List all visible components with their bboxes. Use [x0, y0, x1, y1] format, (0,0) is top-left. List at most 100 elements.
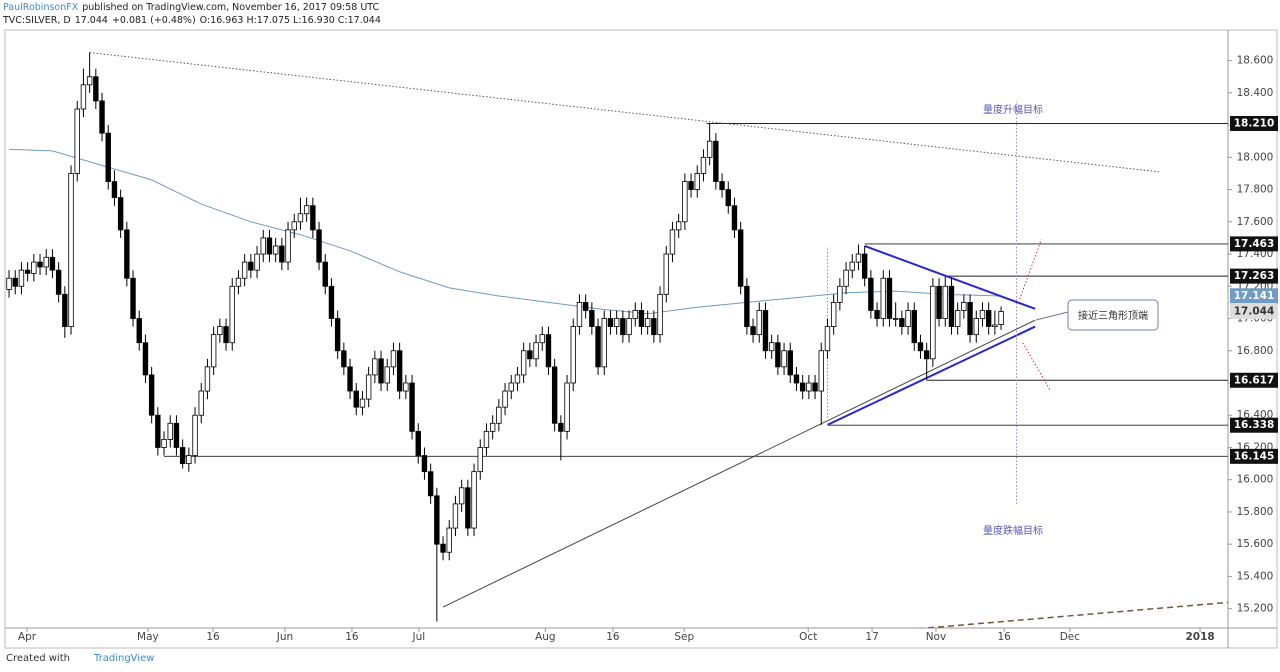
candle-body: [192, 414, 198, 456]
x-tick-label: 16: [606, 631, 620, 643]
candle-body: [471, 471, 477, 529]
candle-body: [936, 285, 942, 319]
candle-body: [874, 310, 880, 319]
candle-body: [700, 156, 707, 174]
candle-body: [198, 390, 204, 416]
symbol: TVC:SILVER, D: [3, 15, 71, 26]
candle-body: [620, 318, 626, 336]
callout-box: [1067, 299, 1159, 331]
candle-body: [868, 277, 874, 311]
trend-line: [827, 325, 1036, 426]
candle-body: [998, 311, 1004, 325]
y-tick-label: 16.000: [1237, 474, 1274, 486]
candle-body: [942, 285, 948, 319]
candle-body: [254, 253, 260, 271]
candle-body: [204, 366, 211, 392]
candle-body: [558, 422, 564, 432]
candle-body: [911, 310, 917, 344]
candle-body: [545, 334, 552, 368]
header: PaulRobinsonFX published on TradingView.c…: [3, 1, 385, 27]
candle-body: [210, 334, 217, 368]
candle-body: [111, 181, 118, 199]
candle-body: [967, 302, 973, 336]
price-label-box: [1230, 303, 1278, 319]
candle-body: [694, 173, 700, 190]
moving-average: [9, 148, 1002, 315]
price-label-box: [1230, 115, 1278, 131]
candle-body: [279, 245, 285, 263]
x-tick-label: 17: [865, 631, 878, 643]
candle-body: [880, 277, 886, 319]
candle-body: [855, 253, 862, 263]
candle-body: [756, 310, 762, 336]
candle-body: [582, 302, 589, 311]
chart: 量度升幅目标 量度跌幅目标 接近三角形顶端 15.200 15.400 15.600…: [4, 29, 1278, 649]
x-tick-label: Jun: [276, 631, 293, 643]
candle-body: [409, 382, 415, 432]
candle-body: [675, 221, 682, 231]
trend-line: [918, 601, 1228, 628]
candle-body: [396, 350, 403, 392]
candle-body: [440, 543, 446, 553]
candle-body: [744, 285, 750, 327]
candle-body: [837, 285, 843, 303]
candle-body: [905, 310, 911, 327]
candle-body: [421, 455, 428, 473]
candle-body: [452, 503, 459, 529]
candle-body: [570, 326, 576, 384]
candle-body: [173, 422, 180, 448]
price-label: 17.463: [1234, 238, 1275, 250]
candle-body: [601, 318, 607, 368]
down-target: 量度跌幅目标: [983, 524, 1043, 537]
y-tick-label: 15.400: [1237, 570, 1274, 582]
candle-body: [291, 221, 297, 231]
candle-body: [117, 197, 124, 231]
candle-body: [260, 237, 266, 255]
candle-body: [824, 326, 831, 352]
x-tick-label: Sep: [674, 631, 694, 643]
candle-body: [390, 350, 397, 368]
candle-body: [973, 318, 979, 336]
candle-body: [607, 318, 614, 327]
candle-body: [167, 422, 173, 440]
candle-body: [43, 256, 49, 268]
candle-body: [372, 358, 378, 376]
candle-body: [68, 173, 74, 327]
y-tick-label: 18.600: [1237, 55, 1274, 67]
brand[interactable]: TradingView: [93, 653, 155, 664]
candle-body: [186, 455, 192, 464]
candle-body: [595, 326, 601, 368]
candle-body: [155, 414, 161, 448]
candle-body: [930, 285, 936, 360]
candle-body: [533, 342, 539, 360]
candle-body: [427, 471, 434, 497]
candle-body: [793, 374, 800, 384]
candle-body: [489, 422, 496, 432]
x-tick-label: Jul: [412, 631, 426, 643]
candle-body: [861, 253, 868, 279]
plot: [6, 52, 1228, 628]
trend-line: [1022, 342, 1052, 392]
candle-body: [241, 261, 248, 279]
trend-line: [442, 319, 1036, 608]
candle-body: [899, 318, 905, 327]
candle-body: [378, 358, 384, 384]
candle-body: [415, 430, 421, 456]
candle-body: [961, 302, 967, 311]
candle-body: [539, 334, 545, 344]
candle-body: [688, 181, 694, 190]
callout-text: 接近三角形顶端: [1078, 309, 1148, 322]
candle-body: [483, 430, 490, 448]
price-label-box: [1230, 448, 1278, 464]
author[interactable]: PaulRobinsonFX: [3, 2, 79, 13]
candle-body: [651, 318, 657, 336]
candle-body: [564, 382, 570, 432]
candle-body: [626, 318, 632, 336]
candle-body: [632, 310, 638, 319]
candle-body: [799, 382, 806, 392]
price-label: 16.145: [1234, 450, 1275, 462]
candle-body: [775, 342, 781, 368]
candle-body: [248, 261, 254, 271]
candle-body: [105, 132, 111, 182]
